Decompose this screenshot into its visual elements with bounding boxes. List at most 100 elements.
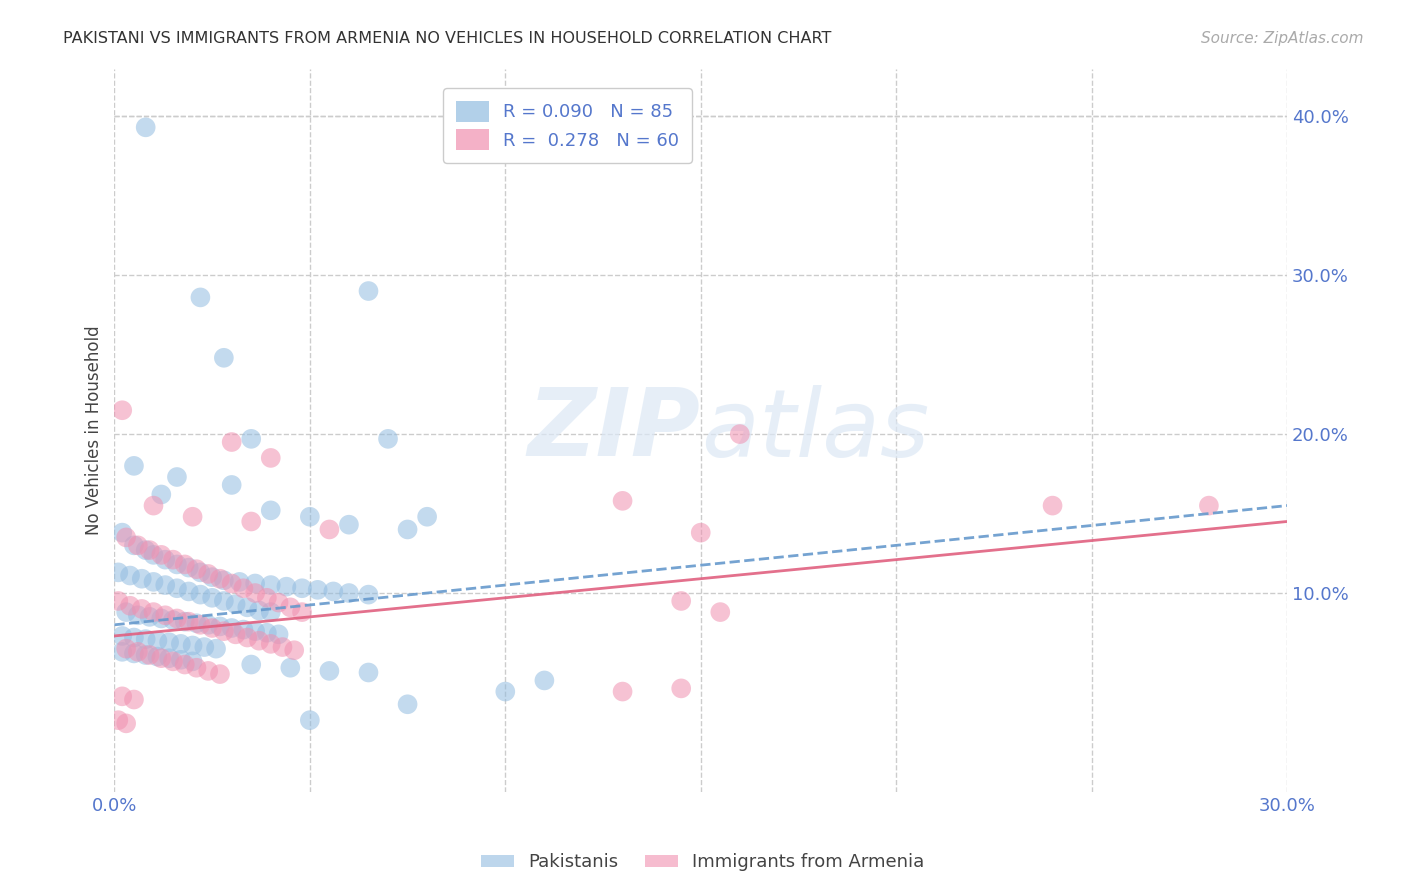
Point	[186, 616, 208, 631]
Point	[142, 548, 165, 562]
Point	[150, 651, 173, 665]
Point	[115, 716, 138, 731]
Point	[260, 450, 283, 465]
Point	[236, 600, 259, 615]
Point	[243, 576, 266, 591]
Point	[322, 584, 344, 599]
Point	[212, 351, 235, 365]
Point	[173, 657, 195, 672]
Point	[225, 597, 247, 611]
Point	[247, 603, 270, 617]
Point	[318, 664, 340, 678]
Point	[186, 562, 208, 576]
Point	[197, 617, 219, 632]
Point	[115, 605, 138, 619]
Point	[201, 570, 224, 584]
Point	[494, 684, 516, 698]
Point	[173, 615, 195, 629]
Point	[236, 631, 259, 645]
Point	[155, 608, 177, 623]
Point	[669, 681, 692, 696]
Point	[260, 637, 283, 651]
Point	[212, 624, 235, 639]
Text: Source: ZipAtlas.com: Source: ZipAtlas.com	[1201, 31, 1364, 46]
Point	[186, 661, 208, 675]
Point	[122, 538, 145, 552]
Point	[107, 713, 129, 727]
Point	[135, 632, 157, 646]
Point	[260, 605, 283, 619]
Point	[107, 566, 129, 580]
Point	[177, 584, 200, 599]
Point	[298, 713, 321, 727]
Point	[612, 684, 634, 698]
Point	[377, 432, 399, 446]
Point	[1198, 499, 1220, 513]
Point	[150, 611, 173, 625]
Point	[533, 673, 555, 688]
Point	[243, 624, 266, 639]
Point	[131, 602, 153, 616]
Point	[260, 503, 283, 517]
Point	[240, 657, 263, 672]
Point	[357, 588, 380, 602]
Point	[118, 599, 141, 613]
Point	[267, 627, 290, 641]
Point	[166, 611, 188, 625]
Point	[155, 552, 177, 566]
Point	[135, 120, 157, 135]
Point	[201, 591, 224, 605]
Point	[197, 566, 219, 581]
Point	[157, 635, 180, 649]
Point	[247, 633, 270, 648]
Point	[276, 580, 298, 594]
Point	[260, 578, 283, 592]
Point	[166, 581, 188, 595]
Point	[111, 690, 134, 704]
Point	[127, 608, 149, 623]
Point	[181, 509, 204, 524]
Point	[170, 637, 193, 651]
Point	[122, 631, 145, 645]
Point	[228, 574, 250, 589]
Point	[267, 596, 290, 610]
Point	[396, 698, 419, 712]
Point	[221, 576, 243, 591]
Point	[155, 578, 177, 592]
Point	[138, 543, 160, 558]
Point	[162, 552, 184, 566]
Point	[307, 582, 329, 597]
Point	[170, 653, 193, 667]
Point	[212, 574, 235, 588]
Point	[162, 613, 184, 627]
Point	[201, 621, 224, 635]
Point	[142, 499, 165, 513]
Point	[107, 594, 129, 608]
Y-axis label: No Vehicles in Household: No Vehicles in Household	[86, 326, 103, 535]
Point	[122, 647, 145, 661]
Point	[416, 509, 439, 524]
Point	[232, 623, 254, 637]
Point	[181, 639, 204, 653]
Point	[337, 586, 360, 600]
Point	[291, 581, 314, 595]
Point	[150, 487, 173, 501]
Point	[162, 654, 184, 668]
Point	[138, 610, 160, 624]
Point	[190, 290, 212, 304]
Point	[709, 605, 731, 619]
Point	[225, 627, 247, 641]
Text: PAKISTANI VS IMMIGRANTS FROM ARMENIA NO VEHICLES IN HOUSEHOLD CORRELATION CHART: PAKISTANI VS IMMIGRANTS FROM ARMENIA NO …	[63, 31, 831, 46]
Point	[232, 581, 254, 595]
Point	[208, 667, 231, 681]
Point	[256, 625, 278, 640]
Point	[396, 523, 419, 537]
Point	[689, 525, 711, 540]
Point	[208, 619, 231, 633]
Point	[127, 645, 149, 659]
Point	[122, 692, 145, 706]
Point	[111, 645, 134, 659]
Point	[318, 523, 340, 537]
Point	[111, 525, 134, 540]
Point	[291, 605, 314, 619]
